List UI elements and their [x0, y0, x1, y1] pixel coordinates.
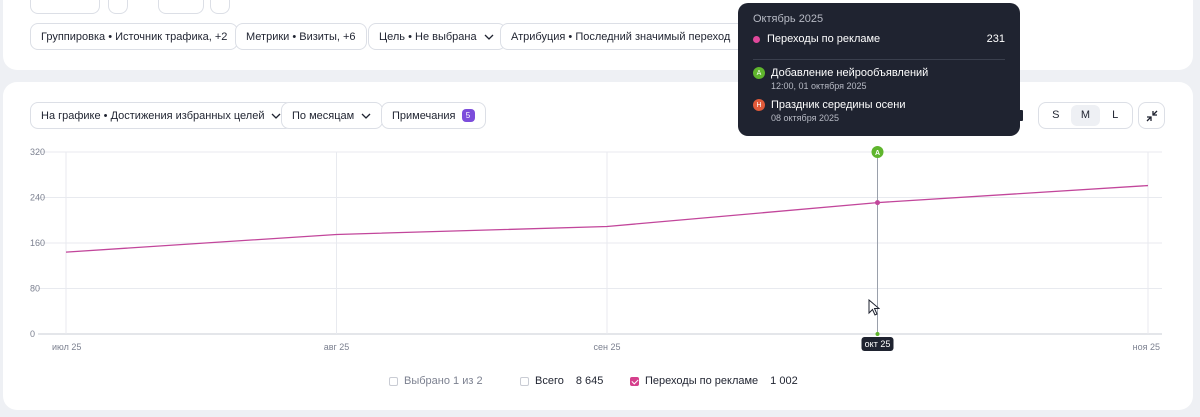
tooltip-series-value: 231: [986, 33, 1005, 45]
attribution-filter-label: Атрибуция • Последний значимый переход: [511, 30, 731, 43]
x-tick-label: ноя 25: [1133, 342, 1160, 352]
filter-pill-partial[interactable]: [108, 0, 128, 14]
note-date: 12:00, 01 октября 2025: [771, 81, 867, 91]
note-marker-icon: A: [753, 67, 765, 79]
chart-type-icon[interactable]: [1019, 110, 1023, 121]
checkbox-icon: [520, 376, 529, 386]
legend-total[interactable]: Всего 8 645: [520, 375, 603, 387]
checkbox-icon: [389, 376, 398, 386]
legend-selected-label: Выбрано 1 из 2: [404, 375, 483, 387]
chevron-down-icon: [272, 113, 281, 119]
filter-pill-partial[interactable]: [210, 0, 230, 14]
tooltip-title: Октябрь 2025: [753, 13, 824, 25]
goal-filter-label: Цель • Не выбрана: [379, 30, 477, 43]
chevron-down-icon: [484, 34, 494, 40]
period-select[interactable]: По месяцам: [281, 102, 384, 129]
collapse-button[interactable]: [1138, 102, 1165, 129]
notes-button[interactable]: Примечания 5: [381, 102, 486, 129]
legend-total-value: 8 645: [575, 375, 604, 387]
attribution-filter[interactable]: Атрибуция • Последний значимый переход: [500, 23, 745, 50]
x-tick-label: окт 25: [865, 339, 891, 349]
chart-legend: Выбрано 1 из 2 Всего 8 645 Переходы по р…: [0, 375, 1200, 389]
series-dot-icon: [753, 35, 760, 43]
grouping-filter[interactable]: Группировка • Источник трафика, +2: [30, 23, 239, 50]
x-tick-label: сен 25: [594, 342, 621, 352]
size-m-option[interactable]: M: [1070, 105, 1101, 126]
chart-mode-label: На графике • Достижения избранных целей: [41, 109, 265, 122]
legend-selected[interactable]: Выбрано 1 из 2: [389, 375, 483, 387]
grouping-filter-label: Группировка • Источник трафика, +2: [41, 30, 228, 43]
data-point: [875, 200, 880, 206]
note-title: Добавление нейрообъявлений: [771, 67, 929, 79]
y-tick-label: 80: [30, 284, 40, 294]
period-label: По месяцам: [292, 109, 355, 122]
series-line: [65, 184, 1149, 253]
checkbox-checked-icon: [630, 376, 639, 386]
size-l-option[interactable]: L: [1112, 109, 1119, 121]
collapse-icon: [1146, 110, 1157, 121]
goal-filter[interactable]: Цель • Не выбрана: [368, 23, 506, 50]
y-tick-label: 240: [30, 193, 45, 203]
tooltip-note: A Добавление нейрообъявлений 12:00, 01 о…: [753, 67, 928, 91]
y-tick-label: 320: [30, 147, 45, 157]
tooltip-divider: [753, 59, 1005, 60]
x-tick-label: июл 25: [52, 342, 81, 352]
chart-tooltip: Октябрь 2025 Переходы по рекламе 231 A Д…: [738, 3, 1020, 136]
note-date: 08 октября 2025: [771, 113, 840, 123]
line-chart: 0 80 160 240 320 июл 25 авг 25 сен 25 окт 25 ноя …: [30, 146, 1162, 352]
legend-total-label: Всего: [535, 375, 564, 387]
chart-size-toggle[interactable]: S M L: [1038, 102, 1133, 129]
legend-ads[interactable]: Переходы по рекламе 1 002: [630, 375, 798, 387]
legend-ads-label: Переходы по рекламе: [645, 375, 759, 387]
filter-pill-partial[interactable]: [158, 0, 204, 14]
x-tick-label: авг 25: [324, 342, 350, 352]
y-tick-label: 160: [30, 238, 45, 248]
x-tick-highlight: [861, 337, 894, 351]
filter-pill-partial[interactable]: [30, 0, 100, 14]
chevron-down-icon: [361, 113, 371, 119]
chart-mode-select[interactable]: На графике • Достижения избранных целей: [30, 102, 294, 129]
y-tick-label: 0: [30, 329, 35, 339]
tooltip-series-label: Переходы по рекламе: [767, 33, 881, 45]
mouse-cursor-icon: [868, 299, 880, 316]
tooltip-note: Н Праздник середины осени 08 октября 202…: [753, 99, 906, 123]
notes-label: Примечания: [392, 109, 456, 122]
chart-card: [3, 82, 1193, 410]
note-title: Праздник середины осени: [771, 99, 906, 111]
baseline-point: [875, 332, 880, 336]
note-marker-label: A: [875, 150, 880, 157]
legend-ads-value: 1 002: [770, 375, 798, 387]
metrics-filter-label: Метрики • Визиты, +6: [246, 30, 356, 43]
note-marker-icon: Н: [753, 99, 765, 111]
note-marker: [871, 146, 884, 158]
notes-count-badge: 5: [461, 109, 475, 122]
tooltip-series-row: Переходы по рекламе 231: [753, 33, 1005, 45]
size-s-option[interactable]: S: [1052, 109, 1060, 121]
metrics-filter[interactable]: Метрики • Визиты, +6: [235, 23, 367, 50]
